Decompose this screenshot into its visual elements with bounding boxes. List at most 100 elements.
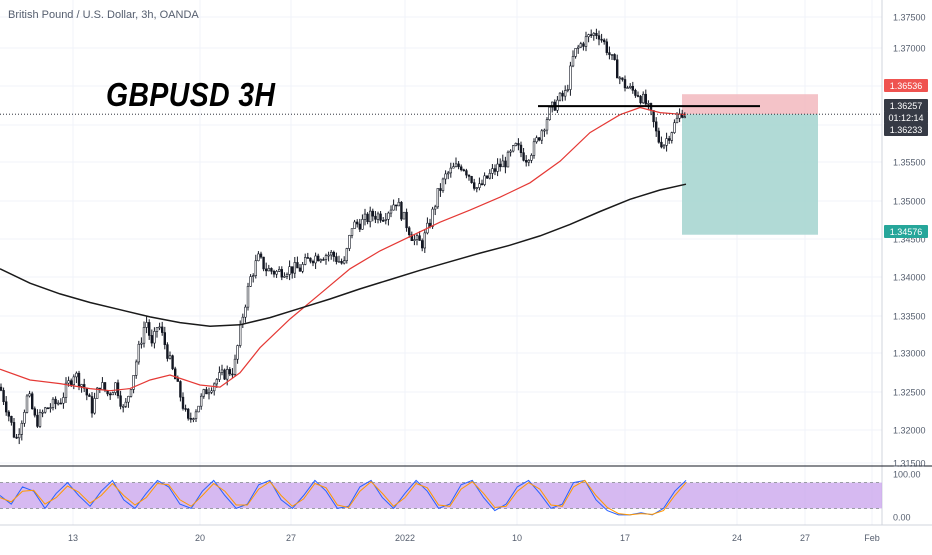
candle-body [641, 93, 645, 104]
candle [161, 321, 164, 336]
candle-body [192, 418, 195, 420]
candle [423, 229, 426, 253]
candle-body [647, 103, 650, 105]
candle-body [233, 358, 237, 375]
candle-body [595, 32, 598, 36]
candle-body [10, 415, 13, 423]
candle-body [615, 59, 619, 79]
candle-body [449, 167, 452, 174]
candle [148, 319, 151, 340]
candle [93, 392, 96, 415]
candle [72, 374, 76, 390]
y-tick-label: 1.31500 [893, 459, 926, 469]
candle [267, 264, 270, 272]
candle [163, 326, 166, 350]
candle-body [249, 276, 252, 287]
candle [444, 170, 447, 185]
candle-body [569, 65, 572, 90]
candle-body [246, 286, 250, 308]
candle [683, 112, 687, 119]
price-badge-bg [884, 225, 928, 238]
candle-body [472, 182, 476, 189]
candle [400, 201, 403, 221]
candle-body [423, 232, 426, 249]
candle [303, 253, 307, 266]
candle [116, 379, 120, 399]
candle [535, 135, 538, 144]
candle [459, 164, 463, 172]
candle [582, 41, 585, 51]
candle-body [654, 121, 658, 132]
candle [30, 391, 34, 410]
candle [641, 91, 645, 104]
candle [109, 392, 112, 400]
candle [62, 392, 65, 409]
candle [389, 205, 393, 218]
candle-body [462, 169, 465, 172]
candle [64, 377, 68, 404]
candle-body [459, 166, 463, 171]
x-tick-label: 24 [732, 533, 742, 543]
candle [358, 218, 361, 233]
candle [519, 141, 523, 158]
candle-body [517, 143, 520, 146]
candle-body [381, 220, 385, 222]
candle-body [452, 166, 455, 169]
candle-body [283, 276, 286, 278]
candle-body [43, 407, 47, 413]
candle-body [519, 144, 523, 154]
candle-body [483, 175, 486, 185]
candle [426, 217, 429, 235]
candle-body [2, 390, 5, 403]
candle-body [306, 257, 309, 259]
candle [610, 54, 614, 60]
candle [387, 211, 390, 226]
candle-body [394, 204, 398, 207]
candle-body [236, 345, 239, 360]
candle-body [200, 395, 203, 407]
candle-body [608, 52, 611, 55]
candle [545, 117, 549, 135]
candle [597, 30, 601, 46]
candle [184, 404, 187, 412]
candle [23, 409, 26, 427]
candle [405, 208, 408, 232]
candle [470, 175, 473, 184]
candle [135, 359, 138, 379]
candle-body [215, 379, 218, 385]
candle [392, 199, 395, 211]
candle-body [400, 201, 403, 220]
candle [498, 158, 502, 172]
candle [288, 260, 291, 281]
candle-body [504, 160, 507, 168]
candle [189, 412, 192, 423]
candle-body [15, 436, 18, 439]
candle [54, 396, 57, 410]
candle-body [301, 264, 304, 272]
candle-body [20, 422, 23, 435]
candle [361, 214, 364, 230]
candle-body [540, 130, 544, 141]
candle-body [368, 210, 372, 223]
candle-body [491, 168, 494, 174]
candle [480, 179, 484, 186]
candle [350, 228, 354, 239]
candle [530, 153, 533, 164]
candle-body [257, 253, 260, 262]
candle-body [667, 138, 671, 141]
candle-body [64, 382, 68, 398]
y-tick-label: 1.32000 [893, 426, 926, 436]
candle [402, 211, 406, 220]
candle-body [88, 394, 91, 397]
candle [316, 253, 320, 262]
candle-body [345, 248, 348, 261]
candle [667, 135, 671, 144]
candle-body [205, 389, 208, 395]
candle-body [168, 355, 172, 359]
candle [579, 41, 583, 49]
candle [85, 387, 89, 401]
price-badge: 1.36257 [884, 99, 928, 112]
candle [285, 272, 289, 280]
candle [228, 367, 231, 377]
